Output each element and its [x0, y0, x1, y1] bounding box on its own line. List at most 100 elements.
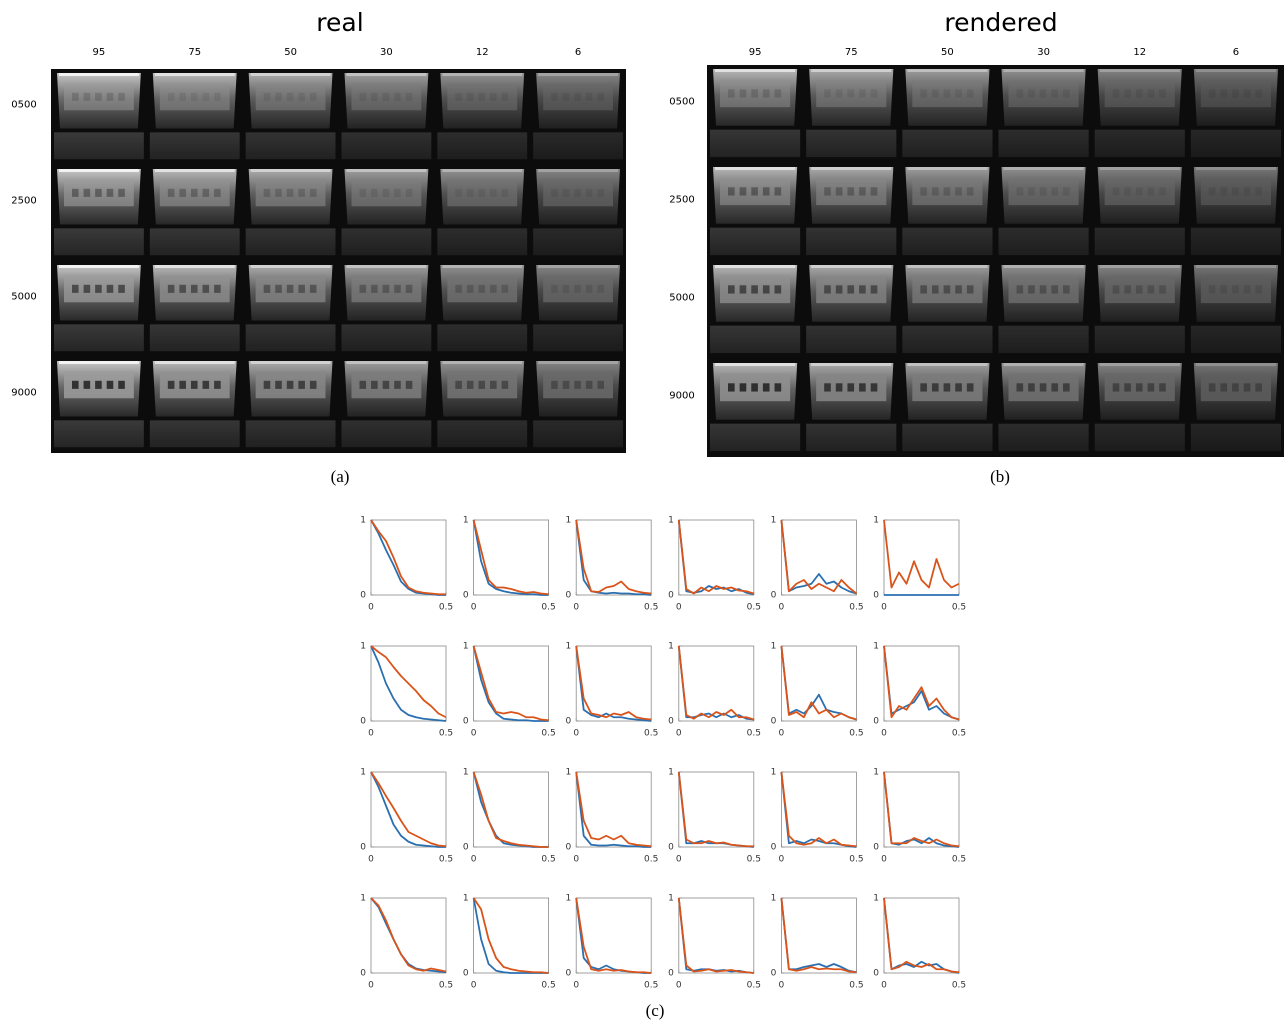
y-tick-label: 0: [873, 591, 879, 601]
y-tick-label: 0: [873, 843, 879, 853]
light-strip: [442, 265, 523, 268]
board-square: [298, 92, 305, 101]
board-square: [774, 285, 782, 294]
y-tick-label: 1: [565, 894, 571, 904]
x-tick-label: 0.5: [644, 729, 658, 739]
board-square: [286, 284, 294, 293]
y-tick-label: 1: [873, 642, 879, 652]
board-square: [1016, 187, 1024, 196]
board-square: [1208, 187, 1216, 196]
board-square: [179, 92, 186, 101]
series-line: [883, 897, 960, 974]
image-cell: [806, 69, 897, 158]
x-tick-label: 0: [779, 603, 785, 613]
light-strip: [715, 69, 796, 72]
board-square: [501, 92, 509, 101]
floor: [437, 324, 528, 352]
board-square: [95, 380, 102, 389]
wall: [1097, 167, 1182, 224]
image-cell: [54, 169, 144, 256]
chart-board: [1200, 275, 1271, 304]
series-line: [370, 771, 446, 848]
floor: [1190, 325, 1281, 354]
floor: [54, 228, 144, 256]
board-square: [1220, 187, 1228, 196]
wall: [1097, 265, 1182, 322]
board-square: [966, 89, 974, 98]
board-square: [824, 285, 831, 294]
floor: [1190, 423, 1281, 452]
board-square: [202, 380, 210, 389]
board-square: [455, 92, 462, 101]
board-square: [466, 188, 474, 197]
y-tick-label: 0: [565, 717, 571, 727]
board-square: [83, 92, 91, 101]
image-panel: [707, 65, 1284, 457]
row-label: 9000: [11, 388, 36, 399]
board-square: [309, 380, 317, 389]
wall: [344, 169, 429, 225]
image-cell: [902, 265, 993, 354]
chart-board: [351, 179, 422, 207]
board-square: [1147, 285, 1155, 294]
board-square: [405, 92, 413, 101]
x-tick-label: 0.5: [541, 855, 555, 865]
series-line: [472, 771, 549, 848]
y-tick-label: 0: [668, 843, 674, 853]
light-strip: [538, 73, 618, 76]
wall: [536, 265, 620, 321]
board-square: [920, 383, 927, 392]
image-cell: [245, 73, 336, 160]
board-square: [1135, 383, 1143, 392]
floor: [1094, 227, 1185, 256]
board-square: [95, 92, 102, 101]
board-square: [1232, 285, 1239, 294]
image-cell: [54, 361, 144, 448]
light-strip: [811, 167, 892, 170]
light-strip: [59, 265, 139, 268]
light-strip: [811, 363, 892, 366]
light-strip: [442, 361, 523, 364]
row-label: 9000: [669, 390, 694, 401]
chart-board: [1200, 373, 1271, 402]
board-square: [190, 380, 198, 389]
board-square: [1063, 383, 1070, 392]
board-square: [597, 380, 604, 389]
y-tick-label: 1: [668, 894, 674, 904]
board-square: [1016, 285, 1024, 294]
board-square: [501, 188, 509, 197]
plot-frame: [678, 897, 755, 974]
image-cell: [1094, 363, 1185, 452]
image-cell: [902, 363, 993, 452]
floor: [245, 324, 336, 352]
image-cell: [806, 363, 897, 452]
y-tick-label: 1: [668, 516, 674, 526]
image-cell: [341, 265, 432, 352]
board-square: [298, 284, 305, 293]
light-strip: [59, 361, 139, 364]
floor: [902, 129, 993, 158]
floor: [806, 129, 897, 158]
series-line: [370, 645, 447, 722]
image-cell: [437, 361, 528, 448]
light-strip: [154, 361, 235, 364]
image-cell: [533, 361, 623, 448]
board-square: [859, 89, 866, 98]
series-line: [575, 519, 652, 595]
floor: [902, 227, 993, 256]
board-square: [1124, 89, 1131, 98]
board-square: [931, 285, 939, 294]
column-label: 75: [845, 47, 858, 58]
x-tick-label: 0: [573, 855, 579, 865]
chart-board: [720, 79, 791, 108]
board-square: [95, 284, 102, 293]
board-square: [597, 284, 604, 293]
board-square: [1159, 89, 1166, 98]
series-line: [677, 771, 754, 848]
chart-board: [1008, 79, 1079, 108]
series-line: [883, 897, 960, 974]
plot-frame: [370, 771, 447, 848]
wall: [248, 73, 333, 129]
image-cell: [902, 69, 993, 158]
board-square: [167, 188, 175, 197]
